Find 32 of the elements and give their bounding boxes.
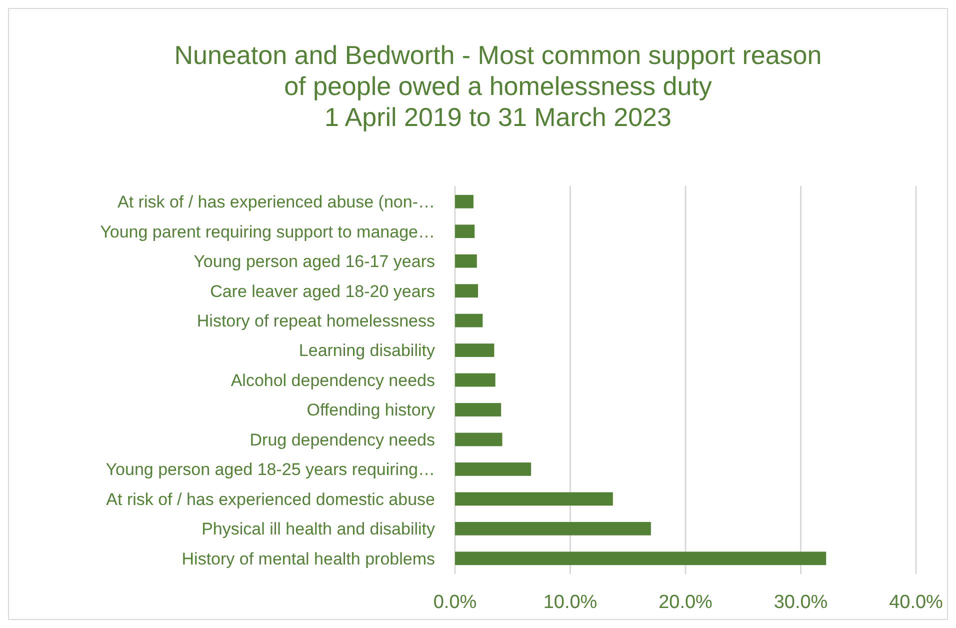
y-tick-label: At risk of / has experienced domestic abuse (106, 490, 435, 509)
x-tick-label: 0.0% (433, 592, 477, 613)
bar (455, 432, 502, 446)
bar (455, 284, 478, 298)
y-tick-label: Alcohol dependency needs (230, 370, 435, 390)
bar (455, 254, 477, 268)
chart-title: Nuneaton and Bedworth - Most common support reason of people owed a homelessness duty 1 April 2019 to 31 March 2023 (174, 40, 822, 132)
y-tick-label: At risk of / has experienced abuse (non-… (118, 192, 435, 212)
bar (455, 194, 474, 208)
bar (455, 492, 613, 506)
x-tick-label: 40.0% (889, 592, 944, 613)
x-tick-label: 20.0% (658, 592, 713, 613)
y-tick-label: Learning disability (298, 341, 436, 360)
y-tick-label: Drug dependency needs (250, 430, 435, 450)
y-tick-label: Young parent requiring support to manage… (100, 222, 435, 242)
y-tick-label: History of repeat homelessness (196, 311, 435, 330)
bar (455, 522, 651, 536)
y-tick-label: History of mental health problems (182, 549, 435, 568)
y-tick-label: Care leaver aged 18-20 years (210, 282, 435, 301)
y-tick-label: Young person aged 16-17 years (194, 252, 435, 272)
bar (455, 344, 494, 357)
x-tick-label: 30.0% (774, 592, 828, 613)
x-tick-label: 10.0% (543, 592, 598, 613)
y-tick-label: Young person aged 18-25 years requiring… (106, 460, 435, 480)
bar (455, 462, 532, 476)
bar (455, 403, 502, 416)
bar (455, 552, 826, 566)
bar (455, 373, 496, 387)
y-tick-label: Offending history (306, 400, 436, 420)
bar (455, 224, 475, 238)
bar (455, 314, 483, 328)
y-tick-label: Physical ill health and disability (202, 520, 436, 539)
